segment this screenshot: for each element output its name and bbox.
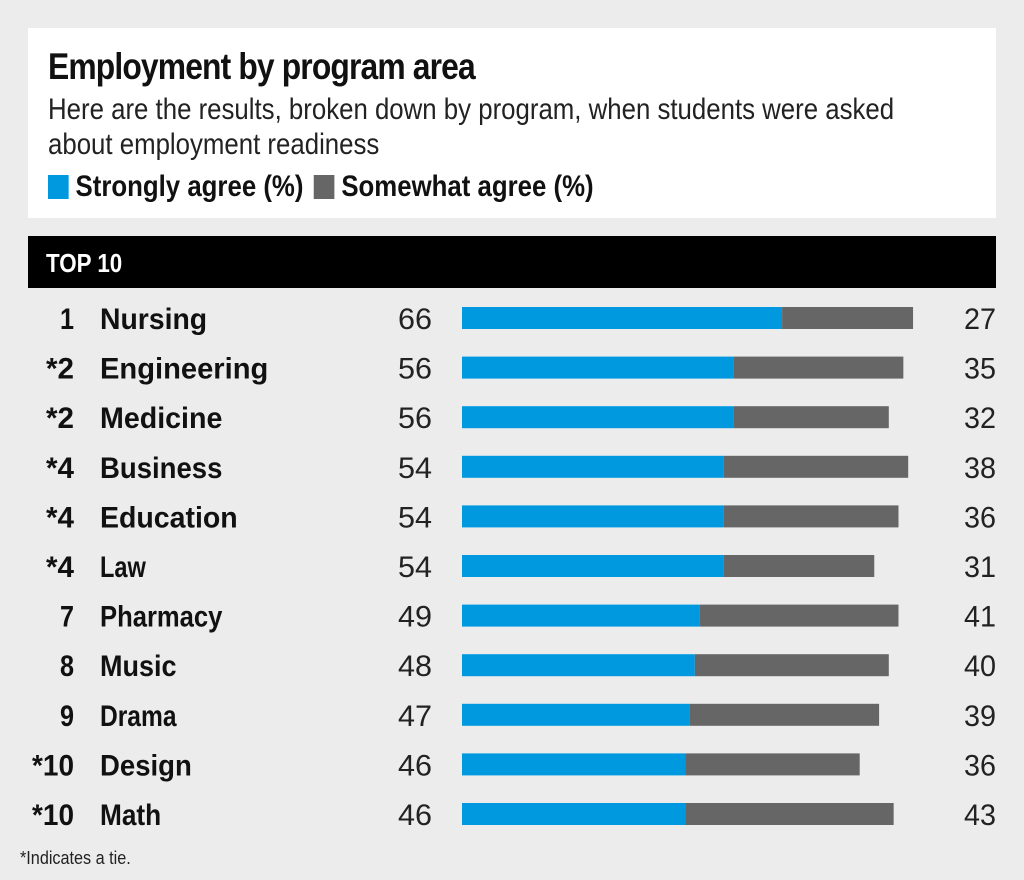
somewhat-value-label: 32	[964, 402, 996, 435]
legend-label-somewhat: Somewhat agree (%)	[341, 170, 594, 203]
rank-label: *2	[46, 353, 74, 386]
strongly-value-label: 66	[398, 303, 432, 336]
category-label: Drama	[100, 700, 177, 733]
bar-somewhat	[733, 406, 889, 429]
rank-label: 9	[60, 700, 74, 733]
strongly-value-label: 54	[398, 452, 432, 485]
category-label: Law	[100, 551, 146, 584]
strongly-value-label: 54	[398, 501, 432, 534]
bar-strongly	[462, 356, 734, 379]
legend: Strongly agree (%) Somewhat agree (%)	[48, 170, 604, 204]
strongly-value-label: 49	[398, 601, 432, 634]
bar-strongly	[462, 753, 686, 776]
bar-strongly	[462, 654, 695, 677]
somewhat-value-label: 38	[964, 452, 996, 485]
somewhat-value-label: 31	[964, 551, 996, 584]
bar-strongly	[462, 555, 724, 577]
bar-somewhat	[694, 654, 889, 677]
bar-somewhat	[733, 356, 904, 379]
bar-strongly	[462, 803, 686, 825]
legend-swatch-strongly	[48, 175, 69, 199]
strongly-value-label: 47	[398, 700, 432, 733]
strongly-value-label: 46	[398, 799, 432, 832]
strongly-value-label: 56	[398, 353, 432, 386]
somewhat-value-label: 43	[964, 799, 996, 832]
header-panel: Employment by program area Here are the …	[28, 28, 996, 218]
chart-title: Employment by program area	[48, 46, 476, 87]
category-label: Business	[100, 452, 222, 485]
somewhat-value-label: 41	[964, 601, 996, 634]
rank-label: *10	[32, 799, 74, 832]
legend-label-strongly: Strongly agree (%)	[75, 170, 304, 203]
strongly-value-label: 56	[398, 402, 432, 435]
category-label: Music	[100, 650, 177, 683]
rank-label: 8	[60, 650, 74, 683]
rank-label: *10	[32, 749, 74, 782]
bar-strongly	[462, 505, 724, 528]
chart-subtitle: Here are the results, broken down by pro…	[48, 93, 895, 161]
category-label: Nursing	[100, 303, 207, 336]
rank-label: *4	[46, 551, 74, 584]
somewhat-value-label: 36	[964, 749, 996, 782]
rank-label: *2	[46, 402, 74, 435]
strongly-value-label: 54	[398, 551, 432, 584]
category-label: Design	[100, 749, 192, 782]
rank-label: *4	[46, 452, 74, 485]
category-label: Math	[100, 799, 161, 832]
bar-somewhat	[685, 753, 860, 776]
somewhat-value-label: 27	[964, 303, 996, 336]
category-label: Medicine	[100, 402, 222, 435]
section-banner: TOP 10	[28, 236, 996, 288]
legend-swatch-somewhat	[313, 175, 335, 199]
bar-somewhat	[782, 307, 914, 329]
bar-somewhat	[723, 455, 909, 478]
somewhat-value-label: 36	[964, 501, 996, 534]
bar-strongly	[462, 307, 783, 329]
rank-label: *4	[46, 501, 74, 534]
bar-somewhat	[723, 505, 899, 528]
somewhat-value-label: 39	[964, 700, 996, 733]
category-label: Engineering	[100, 353, 268, 386]
bar-somewhat	[685, 803, 894, 825]
rank-label: 1	[60, 303, 74, 336]
somewhat-value-label: 40	[964, 650, 996, 683]
category-label: Education	[100, 501, 238, 534]
bar-somewhat	[723, 555, 875, 577]
section-label: TOP 10	[46, 248, 123, 278]
bar-strongly	[462, 604, 700, 627]
category-label: Pharmacy	[100, 601, 223, 634]
bar-somewhat	[699, 604, 899, 627]
footnote: *Indicates a tie.	[20, 848, 131, 868]
strongly-value-label: 46	[398, 749, 432, 782]
bar-somewhat	[689, 703, 880, 726]
bar-strongly	[462, 406, 734, 429]
strongly-value-label: 48	[398, 650, 432, 683]
bar-strongly	[462, 455, 724, 478]
bar-strongly	[462, 703, 690, 726]
rank-label: 7	[60, 601, 74, 634]
somewhat-value-label: 35	[964, 353, 996, 386]
